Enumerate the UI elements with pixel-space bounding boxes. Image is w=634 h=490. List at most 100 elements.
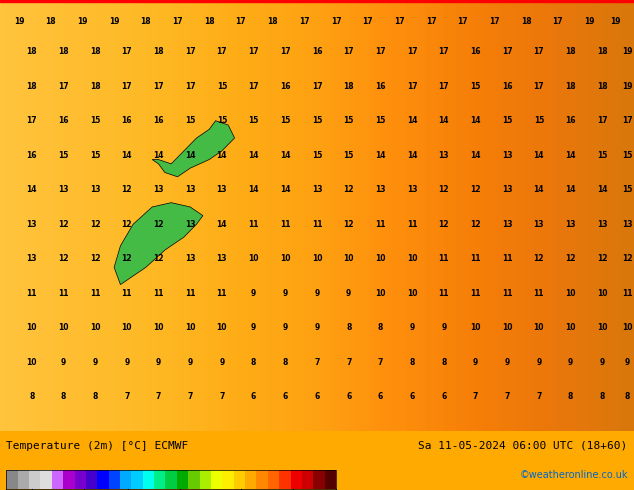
Text: 17: 17 bbox=[122, 47, 132, 56]
Text: 19: 19 bbox=[585, 17, 595, 26]
Text: 7: 7 bbox=[156, 392, 161, 401]
Text: 17: 17 bbox=[407, 82, 417, 91]
Text: 11: 11 bbox=[185, 289, 195, 298]
Text: 12: 12 bbox=[58, 220, 68, 229]
Text: 8: 8 bbox=[61, 392, 66, 401]
Text: 13: 13 bbox=[502, 151, 512, 160]
Text: 13: 13 bbox=[27, 220, 37, 229]
Text: 12: 12 bbox=[90, 220, 100, 229]
Text: 12: 12 bbox=[122, 254, 132, 263]
Text: 10: 10 bbox=[407, 254, 417, 263]
Bar bbox=[177, 470, 188, 489]
Text: 17: 17 bbox=[375, 47, 385, 56]
Text: 18: 18 bbox=[27, 47, 37, 56]
Text: 9: 9 bbox=[314, 323, 320, 332]
Text: 15: 15 bbox=[344, 151, 354, 160]
Text: 19: 19 bbox=[610, 17, 620, 26]
Bar bbox=[143, 470, 154, 489]
Text: 9: 9 bbox=[625, 358, 630, 367]
Text: 8: 8 bbox=[29, 392, 34, 401]
Text: 10: 10 bbox=[249, 254, 259, 263]
Text: 9: 9 bbox=[473, 358, 478, 367]
Text: 15: 15 bbox=[90, 151, 100, 160]
Text: 12: 12 bbox=[470, 220, 481, 229]
Text: 13: 13 bbox=[185, 185, 195, 194]
Text: 11: 11 bbox=[249, 220, 259, 229]
Text: 14: 14 bbox=[597, 185, 607, 194]
Text: 15: 15 bbox=[280, 116, 290, 125]
Text: 8: 8 bbox=[251, 358, 256, 367]
Text: 19: 19 bbox=[623, 82, 633, 91]
Text: 11: 11 bbox=[407, 220, 417, 229]
Text: 17: 17 bbox=[153, 82, 164, 91]
Text: 10: 10 bbox=[375, 289, 385, 298]
Text: 17: 17 bbox=[217, 47, 227, 56]
Text: 17: 17 bbox=[458, 17, 468, 26]
Text: 15: 15 bbox=[90, 116, 100, 125]
Text: 9: 9 bbox=[219, 358, 224, 367]
Bar bbox=[245, 470, 256, 489]
Text: 15: 15 bbox=[58, 151, 68, 160]
Text: 8: 8 bbox=[625, 392, 630, 401]
Text: 18: 18 bbox=[204, 17, 214, 26]
Text: 11: 11 bbox=[280, 220, 290, 229]
Text: 12: 12 bbox=[439, 220, 449, 229]
Text: 14: 14 bbox=[217, 151, 227, 160]
Text: 16: 16 bbox=[153, 116, 164, 125]
Text: 17: 17 bbox=[426, 17, 436, 26]
Text: 9: 9 bbox=[283, 323, 288, 332]
Text: 19: 19 bbox=[14, 17, 24, 26]
Text: 7: 7 bbox=[314, 358, 320, 367]
Text: 9: 9 bbox=[600, 358, 605, 367]
Text: 17: 17 bbox=[394, 17, 404, 26]
Text: 12: 12 bbox=[58, 254, 68, 263]
Text: 17: 17 bbox=[534, 47, 544, 56]
Text: 14: 14 bbox=[439, 116, 449, 125]
Text: 17: 17 bbox=[553, 17, 563, 26]
Text: 15: 15 bbox=[312, 116, 322, 125]
Text: 15: 15 bbox=[623, 151, 633, 160]
Text: 16: 16 bbox=[122, 116, 132, 125]
Text: 12: 12 bbox=[566, 254, 576, 263]
Text: 7: 7 bbox=[473, 392, 478, 401]
Polygon shape bbox=[152, 121, 235, 177]
Text: 14: 14 bbox=[249, 185, 259, 194]
Text: 10: 10 bbox=[470, 323, 481, 332]
Text: 11: 11 bbox=[217, 289, 227, 298]
Text: 10: 10 bbox=[375, 254, 385, 263]
Text: 16: 16 bbox=[502, 82, 512, 91]
Text: 17: 17 bbox=[249, 47, 259, 56]
Text: 10: 10 bbox=[27, 323, 37, 332]
Text: 7: 7 bbox=[188, 392, 193, 401]
Text: ©weatheronline.co.uk: ©weatheronline.co.uk bbox=[519, 470, 628, 480]
Bar bbox=[234, 470, 245, 489]
Text: 17: 17 bbox=[299, 17, 309, 26]
Text: 9: 9 bbox=[410, 323, 415, 332]
Text: 17: 17 bbox=[597, 116, 607, 125]
Text: 19: 19 bbox=[77, 17, 87, 26]
Text: 17: 17 bbox=[312, 82, 322, 91]
Text: 10: 10 bbox=[280, 254, 290, 263]
Text: 9: 9 bbox=[314, 289, 320, 298]
Text: 12: 12 bbox=[623, 254, 633, 263]
Text: 17: 17 bbox=[122, 82, 132, 91]
Text: 12: 12 bbox=[344, 185, 354, 194]
Text: 10: 10 bbox=[217, 323, 227, 332]
Text: 9: 9 bbox=[283, 289, 288, 298]
Text: 9: 9 bbox=[156, 358, 161, 367]
Text: 11: 11 bbox=[470, 289, 481, 298]
Text: 15: 15 bbox=[470, 82, 481, 91]
Text: 9: 9 bbox=[251, 289, 256, 298]
Text: 13: 13 bbox=[217, 254, 227, 263]
Text: 18: 18 bbox=[597, 82, 607, 91]
Text: 11: 11 bbox=[439, 289, 449, 298]
Text: 13: 13 bbox=[534, 220, 544, 229]
Text: 12: 12 bbox=[122, 220, 132, 229]
Text: 11: 11 bbox=[534, 289, 544, 298]
Text: 15: 15 bbox=[249, 116, 259, 125]
Text: 17: 17 bbox=[58, 82, 68, 91]
Text: 17: 17 bbox=[331, 17, 341, 26]
Text: 13: 13 bbox=[217, 185, 227, 194]
Text: 13: 13 bbox=[312, 185, 322, 194]
Text: 17: 17 bbox=[185, 47, 195, 56]
